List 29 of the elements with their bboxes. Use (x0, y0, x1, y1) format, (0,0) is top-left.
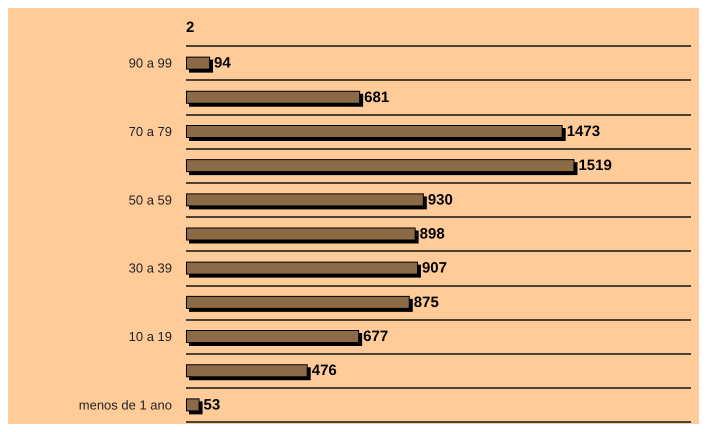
data-label: 907 (422, 260, 447, 277)
data-label: 53 (204, 396, 220, 414)
text: 2 (186, 19, 194, 36)
bar (186, 159, 574, 172)
data-label: 930 (428, 191, 453, 208)
bar (186, 330, 360, 344)
y-tick-label: menos de 1 ano (78, 397, 172, 412)
data-label: 898 (420, 226, 445, 242)
data-label: 1473 (566, 122, 600, 140)
bar (186, 90, 360, 104)
y-tick-label: 30 a 39 (128, 260, 172, 276)
data-label: 476 (312, 362, 337, 380)
y-tick-label: 90 a 99 (128, 56, 172, 71)
bar (186, 398, 200, 412)
data-label: 677 (363, 328, 388, 346)
y-tick-label: 10 a 19 (128, 329, 172, 344)
bar (186, 56, 210, 70)
bar (186, 124, 563, 138)
data-label: 1519 (578, 157, 612, 174)
data-label: 875 (414, 294, 439, 311)
bar (186, 364, 308, 378)
data-label: 681 (364, 88, 390, 106)
data-label: 94 (214, 54, 232, 72)
bar (186, 262, 418, 275)
y-tick-label: 50 a 59 (128, 192, 172, 208)
bar (186, 228, 416, 240)
bar (186, 296, 410, 309)
y-tick-label: 70 a 79 (128, 124, 172, 139)
bar (186, 193, 424, 206)
